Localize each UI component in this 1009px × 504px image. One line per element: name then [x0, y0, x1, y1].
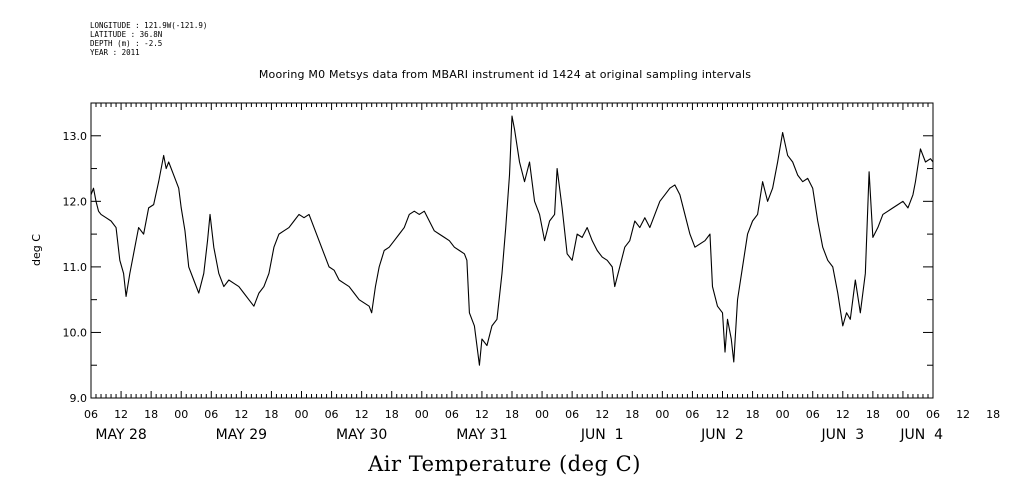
y-tick-label: 10.0: [63, 326, 88, 339]
x-hour-tick-label: 12: [836, 408, 850, 421]
x-date-label: JUN 4: [899, 427, 943, 443]
x-date-label: MAY 30: [336, 427, 387, 443]
x-date-labels: MAY 28 MAY 29 MAY 30 MAY 31 JUN 1 JUN 2 JUN 3 J…: [95, 427, 943, 443]
x-hour-tick-label: 12: [716, 408, 730, 421]
x-date-label: JUN 1: [580, 427, 624, 443]
x-tick-labels: 06 12 18 00 06 12 18 00 06 12 18 00 06 12 18 00 06 12 18 00…: [84, 408, 1000, 421]
x-hour-tick-label: 00: [776, 408, 790, 421]
y-tick-label: 12.0: [63, 195, 88, 208]
x-hour-tick-label: 18: [986, 408, 1000, 421]
x-date-label: MAY 29: [216, 427, 267, 443]
chart-title-text: Mooring M0 Metsys data from MBARI instru…: [258, 68, 752, 81]
x-date-label: MAY 31: [456, 427, 507, 443]
x-hour-tick-label: 12: [595, 408, 609, 421]
y-tick-label: 11.0: [63, 261, 88, 274]
x-hour-tick-label: 00: [174, 408, 188, 421]
x-hour-tick-label: 18: [385, 408, 399, 421]
x-hour-tick-label: 18: [625, 408, 639, 421]
x-hour-tick-label: 06: [204, 408, 218, 421]
x-hour-tick-label: 06: [325, 408, 339, 421]
plot-frame: [90, 102, 934, 399]
x-hour-tick-label: 00: [655, 408, 669, 421]
x-hour-tick-label: 12: [114, 408, 128, 421]
longitude-label: LONGITUDE : 121.9W(-121.9): [90, 21, 208, 30]
x-hour-tick-label: 06: [926, 408, 940, 421]
x-hour-tick-label: 12: [355, 408, 369, 421]
mooring-metadata: LONGITUDE : 121.9W(-121.9) LATITUDE : 36…: [90, 21, 207, 57]
x-date-label: MAY 28: [95, 427, 146, 443]
x-hour-tick-label: 06: [445, 408, 459, 421]
axis-ticks: [90, 102, 934, 399]
year-label: YEAR : 2011: [90, 48, 140, 57]
x-hour-tick-label: 00: [535, 408, 549, 421]
y-tick-label: 9.0: [70, 392, 88, 405]
x-hour-tick-label: 00: [896, 408, 910, 421]
x-hour-tick-label: 12: [234, 408, 248, 421]
x-hour-tick-label: 00: [295, 408, 309, 421]
series-line-air-temperature: [90, 115, 934, 366]
x-hour-tick-label: 06: [685, 408, 699, 421]
y-tick-labels: 9.0 10.0 11.0 12.0 13.0: [63, 130, 88, 405]
x-hour-tick-label: 18: [746, 408, 760, 421]
series-group: [90, 115, 934, 366]
x-hour-tick-label: 18: [866, 408, 880, 421]
chart-title: Mooring M0 Metsys data from MBARI instru…: [0, 68, 1009, 81]
x-hour-tick-label: 06: [806, 408, 820, 421]
y-axis-label: deg C: [30, 234, 43, 266]
x-hour-tick-label: 12: [956, 408, 970, 421]
x-date-label: JUN 2: [700, 427, 744, 443]
x-axis-label: Air Temperature (deg C): [368, 452, 641, 476]
x-hour-tick-label: 06: [84, 408, 98, 421]
x-hour-tick-label: 00: [415, 408, 429, 421]
x-hour-tick-label: 18: [264, 408, 278, 421]
x-date-label: JUN 3: [820, 427, 864, 443]
x-hour-tick-label: 06: [565, 408, 579, 421]
y-tick-label: 13.0: [63, 130, 88, 143]
depth-label: DEPTH (m) : -2.5: [90, 39, 163, 48]
x-hour-tick-label: 18: [144, 408, 158, 421]
x-hour-tick-label: 12: [475, 408, 489, 421]
latitude-label: LATITUDE : 36.8N: [90, 30, 163, 39]
x-hour-tick-label: 18: [505, 408, 519, 421]
